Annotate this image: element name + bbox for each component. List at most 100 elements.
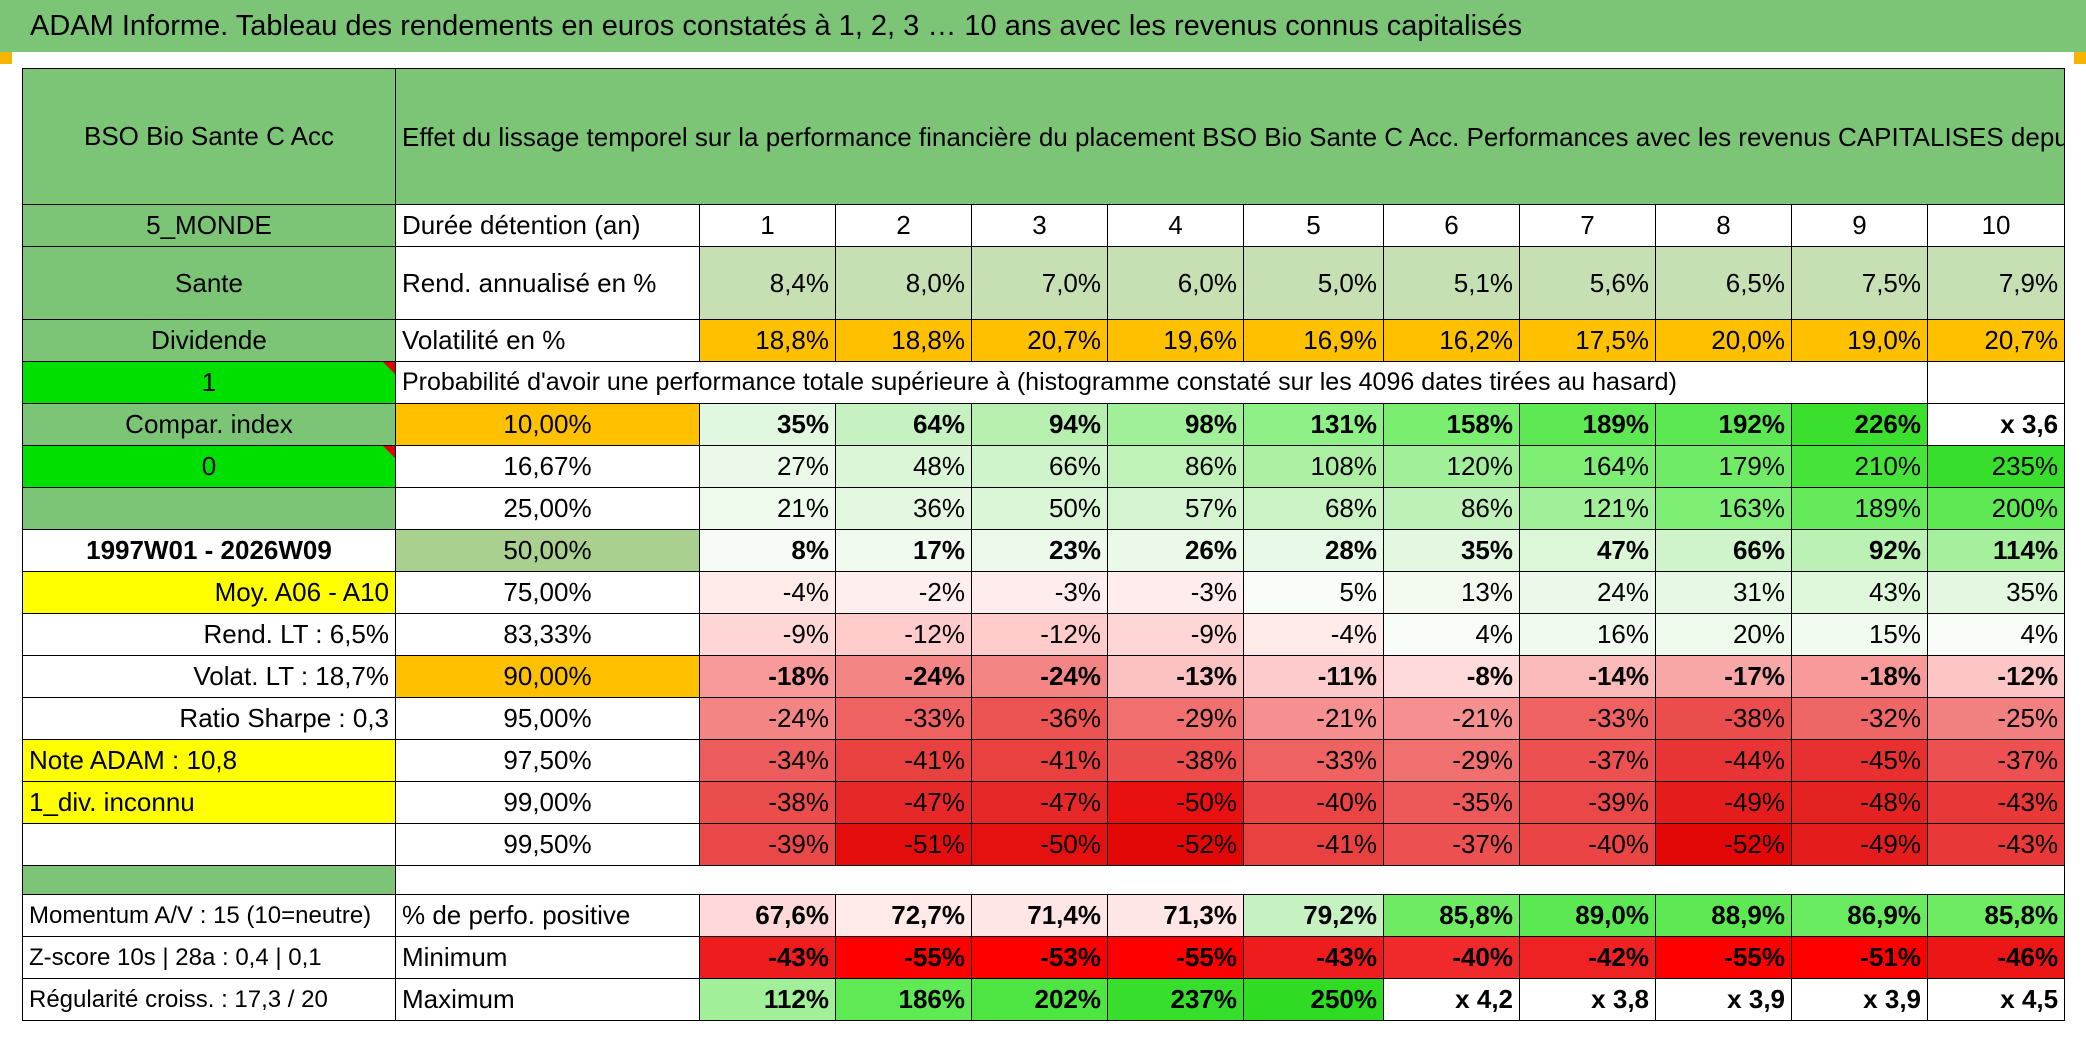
max-value: 237% [1107, 978, 1244, 1021]
note-label: Note ADAM : 10,8 [22, 739, 396, 782]
vol-value: 19,0% [1791, 319, 1928, 362]
probability-value: -41% [1243, 823, 1384, 866]
probability-value: -21% [1383, 697, 1520, 740]
probability-value: 108% [1243, 445, 1384, 488]
probability-value: -39% [699, 823, 836, 866]
probability-value: 189% [1519, 403, 1656, 446]
rend-value: 5,1% [1383, 246, 1520, 320]
probability-row: 1997W01 - 2026W09 50,00% 8% 17% 23% 26% 28% 35%… [22, 529, 2066, 572]
probability-value: -51% [835, 823, 972, 866]
probability-row: 1_div. inconnu 99,00% -38% -47% -47% -50% -40%… [22, 781, 2066, 824]
probability-value: -34% [699, 739, 836, 782]
probability-value: -25% [1926, 697, 2066, 740]
empty-left [22, 823, 396, 866]
probability-value: -44% [1655, 739, 1792, 782]
probability-row: Moy. A06 - A10 75,00% -4% -2% -3% -3% 5% 13% 24%… [22, 571, 2066, 614]
year-header: 7 [1519, 204, 1656, 247]
value-0: 0 [22, 445, 396, 488]
probability-value: -24% [699, 697, 836, 740]
max-row: Régularité croiss. : 17,3 / 20 Maximum 112… [22, 978, 2066, 1021]
probability-value: -8% [1383, 655, 1520, 698]
threshold-pct: 25,00% [395, 487, 700, 530]
probability-value: 43% [1791, 571, 1928, 614]
probability-value: -47% [971, 781, 1108, 824]
prob-title: Probabilité d'avoir une performance tota… [395, 361, 1928, 404]
max-value: 186% [835, 978, 972, 1021]
threshold-pct: 16,67% [395, 445, 700, 488]
probability-value: -40% [1243, 781, 1384, 824]
probability-value: 4% [1383, 613, 1520, 656]
probability-value: -45% [1791, 739, 1928, 782]
probability-value: 64% [835, 403, 972, 446]
positive-value: 71,3% [1107, 894, 1244, 937]
probability-value: -14% [1519, 655, 1656, 698]
rend-value: 5,0% [1243, 246, 1384, 320]
probability-value: 189% [1791, 487, 1928, 530]
probability-row: 99,50% -39% -51% -50% -52% -41% -37% -40% -52% -4… [22, 823, 2066, 866]
probability-value: -37% [1383, 823, 1520, 866]
probability-value: -4% [1243, 613, 1384, 656]
probability-value: 50% [971, 487, 1108, 530]
probability-value: -39% [1519, 781, 1656, 824]
probability-value: 179% [1655, 445, 1792, 488]
probability-value: -37% [1519, 739, 1656, 782]
year-header: 2 [835, 204, 972, 247]
probability-value: -18% [699, 655, 836, 698]
sharpe-label: Ratio Sharpe : 0,3 [22, 697, 396, 740]
year-header: 10 [1926, 204, 2066, 247]
probability-value: 31% [1655, 571, 1792, 614]
fund-name: BSO Bio Sante C Acc [22, 68, 396, 205]
probability-value: 4% [1926, 613, 2066, 656]
probability-value: -12% [1926, 655, 2066, 698]
probability-value: -2% [835, 571, 972, 614]
min-value: -53% [971, 936, 1108, 979]
gap-left [22, 865, 396, 895]
probability-value: 68% [1243, 487, 1384, 530]
probability-value: -11% [1243, 655, 1384, 698]
rend-value: 6,0% [1107, 246, 1244, 320]
probability-value: -24% [971, 655, 1108, 698]
probability-value: -33% [835, 697, 972, 740]
empty-cell [1926, 361, 2066, 404]
probability-value: -3% [1107, 571, 1244, 614]
probability-value: 86% [1383, 487, 1520, 530]
probability-value: 17% [835, 529, 972, 572]
probability-value: -43% [1926, 781, 2066, 824]
year-header: 1 [699, 204, 836, 247]
max-label: Maximum [395, 978, 700, 1021]
vol-value: 20,7% [971, 319, 1108, 362]
probability-value: -18% [1791, 655, 1928, 698]
probability-value: 66% [971, 445, 1108, 488]
probability-value: 8% [699, 529, 836, 572]
positive-value: 67,6% [699, 894, 836, 937]
min-value: -51% [1791, 936, 1928, 979]
vol-value: 20,7% [1926, 319, 2066, 362]
max-value: x 3,9 [1791, 978, 1928, 1021]
probability-value: -50% [1107, 781, 1244, 824]
probability-value: x 3,6 [1926, 403, 2066, 446]
max-value: x 4,5 [1926, 978, 2066, 1021]
probability-value: 131% [1243, 403, 1384, 446]
positive-label: % de perfo. positive [395, 894, 700, 937]
min-value: -46% [1926, 936, 2066, 979]
probability-value: -33% [1519, 697, 1656, 740]
probability-value: 24% [1519, 571, 1656, 614]
zscore-label: Z-score 10s | 28a : 0,4 | 0,1 [22, 936, 396, 979]
value-1: 1 [22, 361, 396, 404]
probability-value: -52% [1655, 823, 1792, 866]
gap-right [394, 865, 2066, 895]
probability-value: -12% [971, 613, 1108, 656]
probability-value: -17% [1655, 655, 1792, 698]
vol-value: 19,6% [1107, 319, 1244, 362]
min-value: -55% [835, 936, 972, 979]
probability-value: 28% [1243, 529, 1384, 572]
probability-row: Volat. LT : 18,7% 90,00% -18% -24% -24% -13% -… [22, 655, 2066, 698]
max-value: x 4,2 [1383, 978, 1520, 1021]
year-header: 5 [1243, 204, 1384, 247]
vol-value: 16,9% [1243, 319, 1384, 362]
prob-title-row: 1 Probabilité d'avoir une performance tot… [22, 361, 2066, 404]
rend-value: 6,5% [1655, 246, 1792, 320]
volat-lt-label: Volat. LT : 18,7% [22, 655, 396, 698]
compar-label: Compar. index [22, 403, 396, 446]
min-row: Z-score 10s | 28a : 0,4 | 0,1 Minimum -43%… [22, 936, 2066, 979]
